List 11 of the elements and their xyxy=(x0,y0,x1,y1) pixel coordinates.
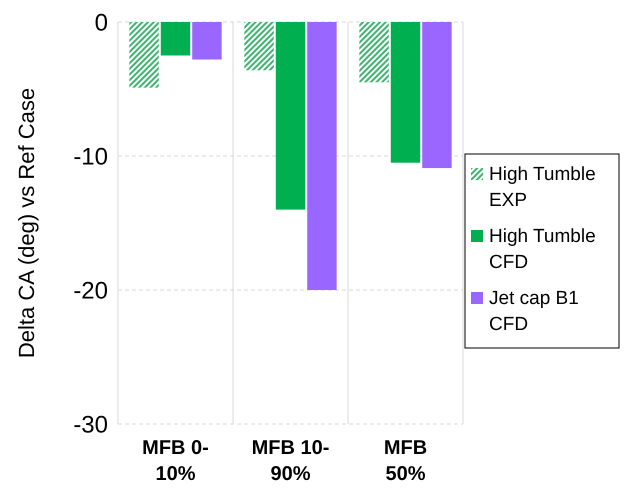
legend-label: Jet cap B1 CFD xyxy=(489,288,579,335)
x-tick-label: MFB 50% xyxy=(384,437,428,485)
legend-label: High Tumble CFD xyxy=(489,226,596,273)
y-tick-label: -20 xyxy=(73,277,108,304)
y-tick-label: 0 xyxy=(94,9,108,36)
y-tick-label: -10 xyxy=(73,143,108,170)
y-axis-title: Delta CA (deg) vs Ref Case xyxy=(14,88,39,358)
legend-label: High Tumble EXP xyxy=(489,164,596,211)
x-tick-label: MFB 10-90% xyxy=(252,437,330,485)
x-tick-label: MFB 0-10% xyxy=(142,437,209,485)
y-tick-label: -30 xyxy=(73,411,108,438)
